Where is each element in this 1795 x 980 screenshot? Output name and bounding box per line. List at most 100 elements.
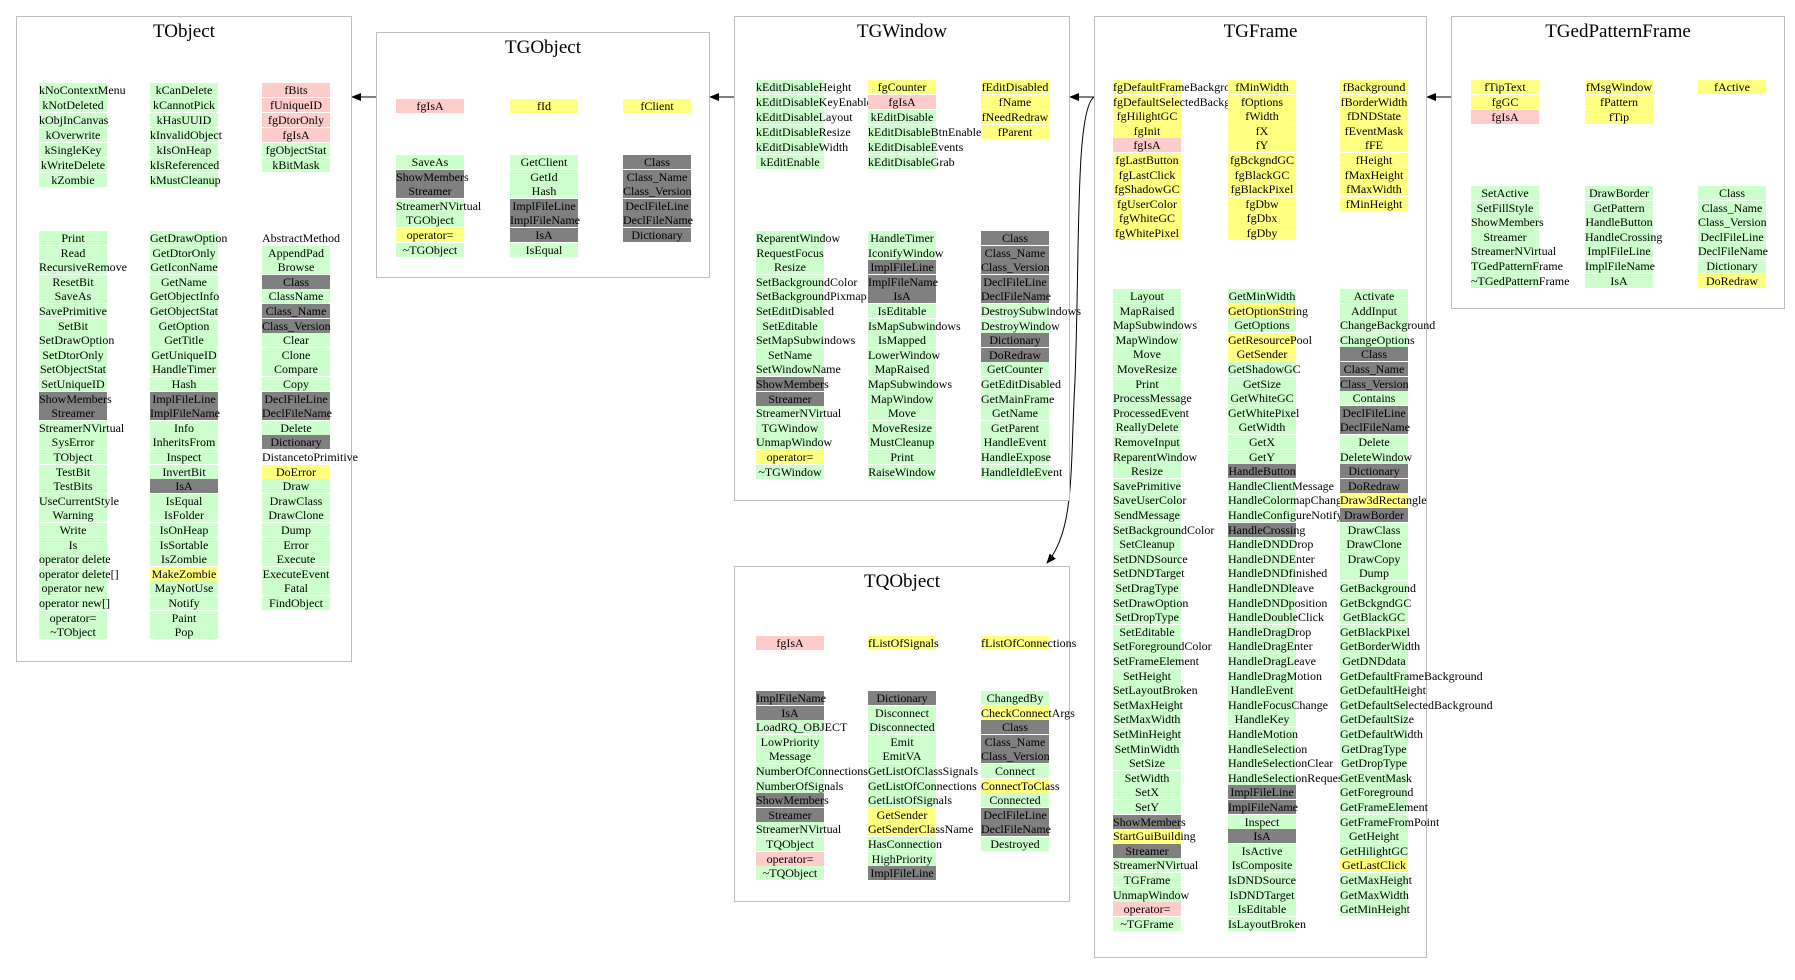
- member-syserror: SysError: [39, 435, 107, 449]
- member-isactive: IsActive: [1228, 844, 1296, 858]
- member-label: GetDtorOnly: [152, 246, 216, 260]
- member-getobjectinfo: GetObjectInfo: [150, 289, 219, 303]
- member-label: ImplFileName: [510, 213, 580, 227]
- member-inspect: Inspect: [1228, 815, 1296, 829]
- member-label: SetFillStyle: [1476, 201, 1534, 215]
- member-label: SetY: [1135, 800, 1159, 814]
- member-disconnected: Disconnected: [868, 720, 936, 734]
- member-setobjectstat: SetObjectStat: [39, 362, 107, 376]
- member-getminwidth: GetMinWidth: [1228, 289, 1296, 303]
- member-operator: operator=: [1113, 902, 1181, 916]
- member-gety: GetY: [1228, 450, 1296, 464]
- member-label: ~TQObject: [762, 866, 818, 880]
- member-kinvalidobject: kInvalidObject: [150, 128, 222, 142]
- member-label: HandleSelectionRequest: [1228, 771, 1346, 785]
- member-label: DeclFileName: [981, 289, 1051, 303]
- member-resetbit: ResetBit: [39, 275, 107, 289]
- member-label: Clone: [281, 348, 311, 362]
- member-getmaxheight: GetMaxHeight: [1340, 873, 1412, 887]
- member-fgdefaultframebackground: fgDefaultFrameBackground: [1113, 80, 1248, 94]
- member-knocontextmenu: kNoContextMenu: [39, 83, 126, 97]
- member-tobject: TObject: [39, 450, 107, 464]
- member-class: Class: [981, 720, 1049, 734]
- member-disconnect: Disconnect: [868, 706, 936, 720]
- member-label: MustCleanup: [869, 435, 935, 449]
- member-getoptions: GetOptions: [1228, 318, 1296, 332]
- member-handleexpose: HandleExpose: [981, 450, 1051, 464]
- member-streamernvirtual: StreamerNVirtual: [1113, 858, 1198, 872]
- member-label: kMustCleanup: [150, 173, 221, 187]
- member-print: Print: [1113, 377, 1181, 391]
- member-clone: Clone: [262, 348, 330, 362]
- member-label: HandleSelection: [1228, 742, 1308, 756]
- member-fclient: fClient: [623, 99, 691, 113]
- member-label: TQObject: [766, 837, 814, 851]
- member-label: ShowMembers: [396, 170, 469, 184]
- member-showmembers: ShowMembers: [1471, 215, 1544, 229]
- member-implfileline: ImplFileLine: [150, 392, 218, 406]
- member-getdefaultsize: GetDefaultSize: [1340, 712, 1414, 726]
- member-label: RecursiveRemove: [39, 260, 127, 274]
- member-label: Streamer: [768, 392, 812, 406]
- member-flistofconnections: fListOfConnections: [981, 636, 1076, 650]
- member-label: GetIconName: [150, 260, 218, 274]
- member-label: operator=: [406, 228, 454, 242]
- member-label: GetDNDdata: [1342, 654, 1406, 668]
- member-fy: fY: [1228, 138, 1296, 152]
- member-label: operator=: [49, 611, 97, 625]
- member-label: IsOnHeap: [159, 523, 209, 537]
- member-label: HandleButton: [1228, 464, 1296, 478]
- member-removeinput: RemoveInput: [1113, 435, 1181, 449]
- member-fgobjectstat: fgObjectStat: [262, 143, 330, 157]
- member-label: kEditDisableWidth: [756, 140, 849, 154]
- member-streamernvirtual: StreamerNVirtual: [1471, 244, 1556, 258]
- member-label: Layout: [1130, 289, 1164, 303]
- member-handlecrossing: HandleCrossing: [1585, 230, 1662, 244]
- member-hash: Hash: [510, 184, 578, 198]
- member-label: TGObject: [406, 213, 454, 227]
- member-label: DistancetoPrimitive: [262, 450, 358, 464]
- member-getparent: GetParent: [981, 421, 1049, 435]
- member-tqobject: ~TQObject: [756, 866, 824, 880]
- member-getoptionstring: GetOptionString: [1228, 304, 1308, 318]
- member-kcannotpick: kCannotPick: [150, 98, 218, 112]
- member-tgwindow: TGWindow: [756, 421, 824, 435]
- member-label: GetMainFrame: [981, 392, 1055, 406]
- member-label: HandleTimer: [152, 362, 216, 376]
- member-label: SetBit: [57, 319, 88, 333]
- member-getlistofclasssignals: GetListOfClassSignals: [868, 764, 978, 778]
- member-label: GetListOfSignals: [868, 793, 952, 807]
- member-getheight: GetHeight: [1340, 829, 1408, 843]
- member-getdefaultwidth: GetDefaultWidth: [1340, 727, 1423, 741]
- member-label: Class_Name: [984, 246, 1046, 260]
- member-label: kHasUUID: [156, 113, 212, 127]
- member-streamer: Streamer: [1471, 230, 1539, 244]
- member-class-name: Class_Name: [981, 246, 1049, 260]
- member-mapraised: MapRaised: [1113, 304, 1181, 318]
- member-fgdbw: fgDbw: [1228, 197, 1296, 211]
- member-declfileline: DeclFileLine: [981, 275, 1049, 289]
- member-label: Error: [283, 538, 309, 552]
- member-label: GetEventMask: [1340, 771, 1412, 785]
- member-label: SetMaxWidth: [1113, 712, 1181, 726]
- member-addinput: AddInput: [1340, 304, 1408, 318]
- member-label: HandleDragMotion: [1228, 669, 1322, 683]
- member-setdndsource: SetDNDSource: [1113, 552, 1188, 566]
- member-label: Fatal: [284, 581, 308, 595]
- member-label: Execute: [276, 552, 316, 566]
- member-label: Move: [888, 406, 916, 420]
- member-label: DeclFileLine: [983, 275, 1047, 289]
- member-label: MapRaised: [874, 362, 930, 376]
- member-label: Print: [1135, 377, 1159, 391]
- member-label: Dictionary: [270, 435, 322, 449]
- member-label: SetWindowName: [756, 362, 841, 376]
- member-sety: SetY: [1113, 800, 1181, 814]
- member-label: Class_Version: [1340, 377, 1409, 391]
- member-class: Class: [1698, 186, 1766, 200]
- member-destroysubwindows: DestroySubwindows: [981, 304, 1081, 318]
- member-handleselectionrequest: HandleSelectionRequest: [1228, 771, 1346, 785]
- member-numberofsignals: NumberOfSignals: [756, 779, 843, 793]
- member-label: GetDrawOption: [150, 231, 228, 245]
- member-label: AddInput: [1351, 304, 1397, 318]
- member-label: kIsReferenced: [150, 158, 220, 172]
